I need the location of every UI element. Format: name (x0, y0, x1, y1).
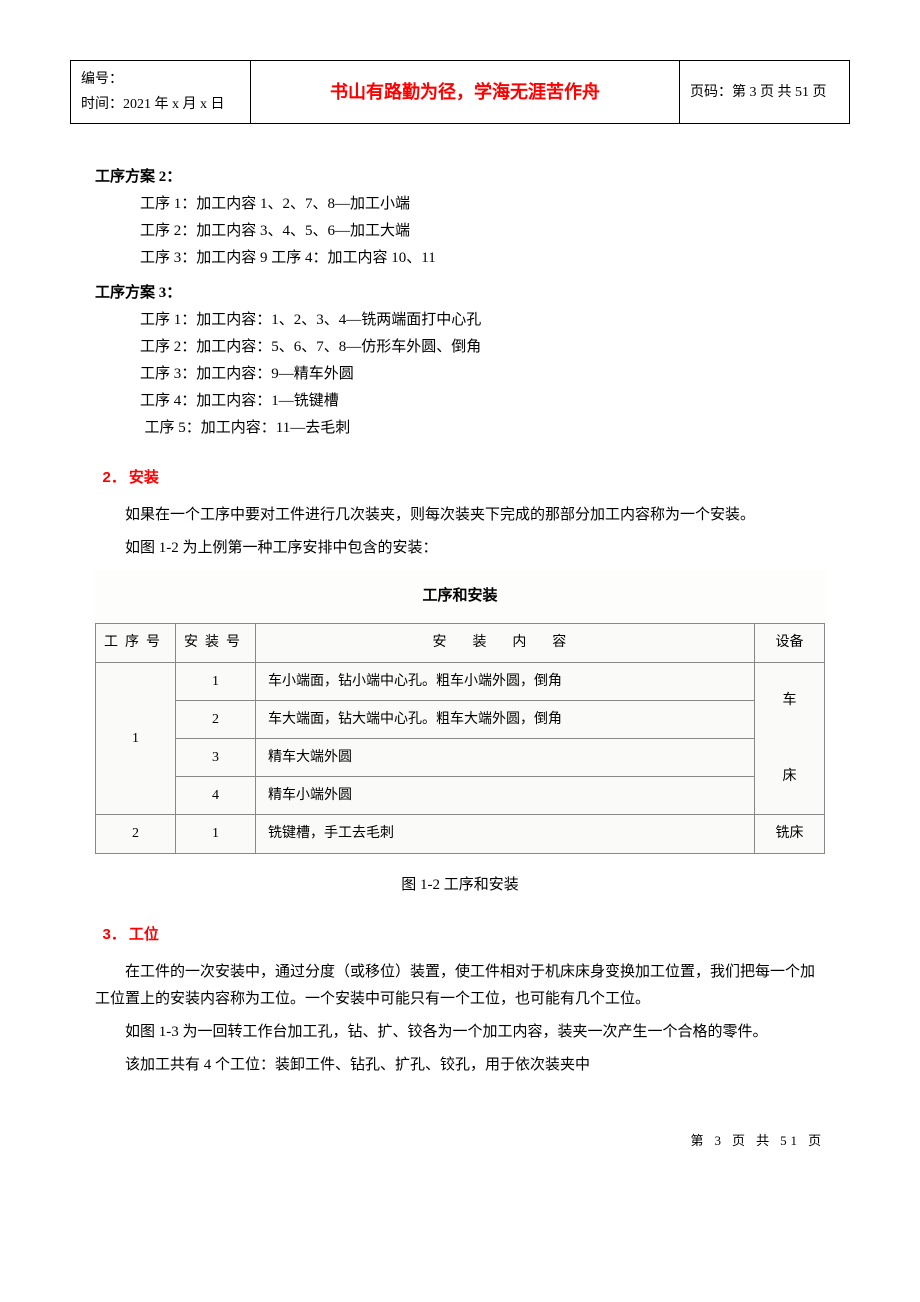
cell-content: 车小端面，钻小端中心孔。粗车小端外圆，倒角 (256, 662, 755, 700)
plan3-line-2: 工序 2：加工内容：5、6、7、8—仿形车外圆、倒角 (95, 334, 825, 361)
table-caption: 图 1-2 工序和安装 (95, 872, 825, 899)
header-date-label: 时间：2021 年 x 月 x 日 (81, 92, 240, 117)
col-equip: 设备 (755, 624, 825, 662)
header-page-label: 页码：第 3 页 共 51 页 (690, 85, 827, 100)
cell-equip-2: 铣床 (755, 815, 825, 853)
table-row: 1 1 车小端面，钻小端中心孔。粗车小端外圆，倒角 车 (96, 662, 825, 700)
cell-content: 精车大端外圆 (256, 738, 755, 776)
table-row: 2 车大端面，钻大端中心孔。粗车大端外圆，倒角 (96, 700, 825, 738)
table-header-row: 工序号 安装号 安 装 内 容 设备 (96, 624, 825, 662)
cell-install: 2 (176, 700, 256, 738)
section-3-para-3: 该加工共有 4 个工位：装卸工件、钻孔、扩孔、铰孔，用于依次装夹中 (95, 1052, 825, 1079)
table-row: 3 精车大端外圆 床 (96, 738, 825, 776)
section-3-heading: 3．工位 (95, 921, 825, 949)
section-3-title: 工位 (129, 927, 159, 943)
table-wrapper: 工序和安装 工序号 安装号 安 装 内 容 设备 1 1 车小端面，钻小端中心孔… (95, 570, 825, 853)
section-3-number: 3． (103, 926, 126, 943)
header-motto: 书山有路勤为径，学海无涯苦作舟 (330, 82, 600, 102)
cell-install: 3 (176, 738, 256, 776)
page-footer: 第 3 页 共 51 页 (95, 1129, 825, 1152)
table-title: 工序和安装 (95, 574, 825, 613)
cell-install: 1 (176, 815, 256, 853)
plan3-line-1: 工序 1：加工内容：1、2、3、4—铣两端面打中心孔 (95, 307, 825, 334)
cell-install: 4 (176, 777, 256, 815)
plan2-title: 工序方案 2： (95, 164, 825, 191)
plan3-title: 工序方案 3： (95, 280, 825, 307)
section-2-para-2: 如图 1-2 为上例第一种工序安排中包含的安装： (95, 535, 825, 562)
process-install-table: 工序号 安装号 安 装 内 容 设备 1 1 车小端面，钻小端中心孔。粗车小端外… (95, 623, 825, 853)
cell-proc-1: 1 (96, 662, 176, 815)
section-3-para-1: 在工件的一次安装中，通过分度（或移位）装置，使工件相对于机床床身变换加工位置，我… (95, 959, 825, 1013)
cell-equip-line2: 床 (755, 738, 825, 814)
col-proc: 工序号 (96, 624, 176, 662)
table-row: 4 精车小端外圆 (96, 777, 825, 815)
plan3-line-5: 工序 5：加工内容：11—去毛刺 (95, 415, 825, 442)
plan2-line-3: 工序 3：加工内容 9 工序 4：加工内容 10、11 (95, 245, 825, 272)
cell-equip-line1: 车 (755, 662, 825, 738)
header-code-label: 编号： (81, 67, 240, 92)
plan2-line-1: 工序 1：加工内容 1、2、7、8—加工小端 (95, 191, 825, 218)
cell-content: 车大端面，钻大端中心孔。粗车大端外圆，倒角 (256, 700, 755, 738)
section-3-para-2: 如图 1-3 为一回转工作台加工孔，钻、扩、铰各为一个加工内容，装夹一次产生一个… (95, 1019, 825, 1046)
section-2-para-1: 如果在一个工序中要对工件进行几次装夹，则每次装夹下完成的那部分加工内容称为一个安… (95, 502, 825, 529)
content-region: 工序方案 2： 工序 1：加工内容 1、2、7、8—加工小端 工序 2：加工内容… (70, 164, 850, 1152)
cell-content: 精车小端外圆 (256, 777, 755, 815)
section-2-number: 2． (103, 469, 126, 486)
cell-proc-2: 2 (96, 815, 176, 853)
cell-content: 铣键槽，手工去毛刺 (256, 815, 755, 853)
plan3-line-3: 工序 3：加工内容：9—精车外圆 (95, 361, 825, 388)
header-left-cell: 编号： 时间：2021 年 x 月 x 日 (71, 61, 251, 124)
section-2-title: 安装 (129, 470, 159, 486)
cell-install: 1 (176, 662, 256, 700)
table-row: 2 1 铣键槽，手工去毛刺 铣床 (96, 815, 825, 853)
plan2-line-2: 工序 2：加工内容 3、4、5、6—加工大端 (95, 218, 825, 245)
plan3-line-4: 工序 4：加工内容：1—铣键槽 (95, 388, 825, 415)
header-right-cell: 页码：第 3 页 共 51 页 (680, 61, 850, 124)
col-content: 安 装 内 容 (256, 624, 755, 662)
header-center-cell: 书山有路勤为径，学海无涯苦作舟 (251, 61, 680, 124)
page-header-table: 编号： 时间：2021 年 x 月 x 日 书山有路勤为径，学海无涯苦作舟 页码… (70, 60, 850, 124)
col-install: 安装号 (176, 624, 256, 662)
section-2-heading: 2．安装 (95, 464, 825, 492)
